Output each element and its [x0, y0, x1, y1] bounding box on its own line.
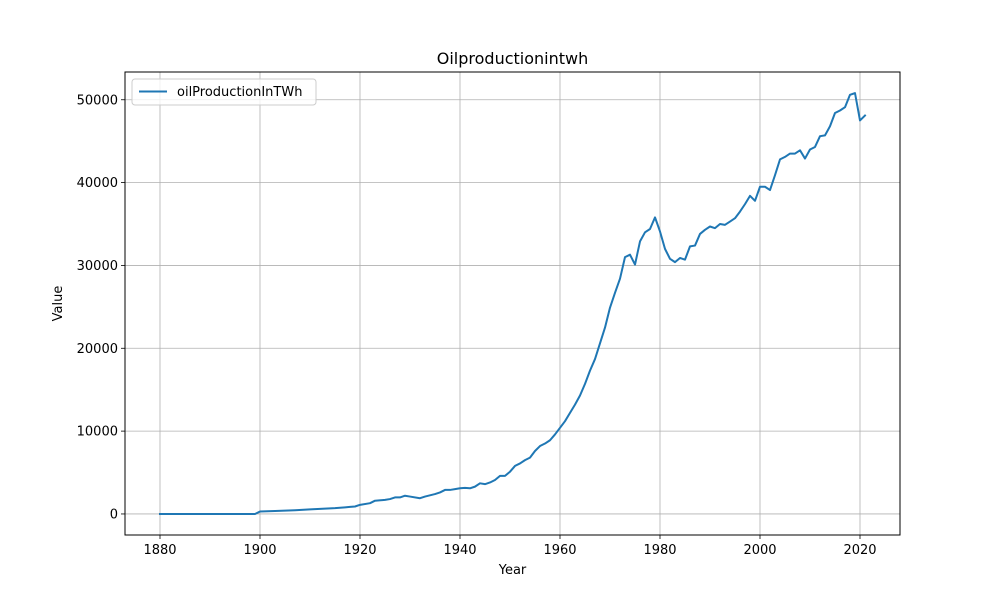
y-tick-label: 0 — [110, 507, 118, 522]
y-tick-label: 40000 — [77, 176, 118, 191]
y-tick-label: 30000 — [77, 259, 118, 274]
legend-frame — [131, 78, 317, 106]
y-tick-label: 20000 — [77, 342, 118, 357]
x-tick-label: 2000 — [743, 543, 776, 558]
plot-frame — [124, 71, 901, 536]
x-tick-label: 1920 — [343, 543, 376, 558]
x-tick-label: 1940 — [443, 543, 476, 558]
x-axis: 1880 1900 1920 1940 1960 1980 2000 2020 — [143, 535, 877, 558]
y-axis: 0 10000 20000 30000 40000 50000 — [77, 93, 125, 522]
legend-label: oilProductionInTWh — [177, 85, 302, 100]
y-tick-label: 10000 — [77, 425, 118, 440]
x-tick-label: 1980 — [643, 543, 676, 558]
x-tick-label: 1880 — [143, 543, 176, 558]
series-line — [159, 92, 867, 515]
x-tick-label: 1960 — [543, 543, 576, 558]
x-axis-label: Year — [498, 563, 527, 578]
x-tick-label: 2020 — [843, 543, 876, 558]
chart-title: Oilproductionintwh — [437, 49, 588, 68]
legend: oilProductionInTWh — [131, 78, 317, 106]
series-layer — [159, 92, 867, 515]
y-tick-label: 50000 — [77, 93, 118, 108]
x-tick-label: 1900 — [243, 543, 276, 558]
y-axis-label: Value — [51, 286, 66, 322]
